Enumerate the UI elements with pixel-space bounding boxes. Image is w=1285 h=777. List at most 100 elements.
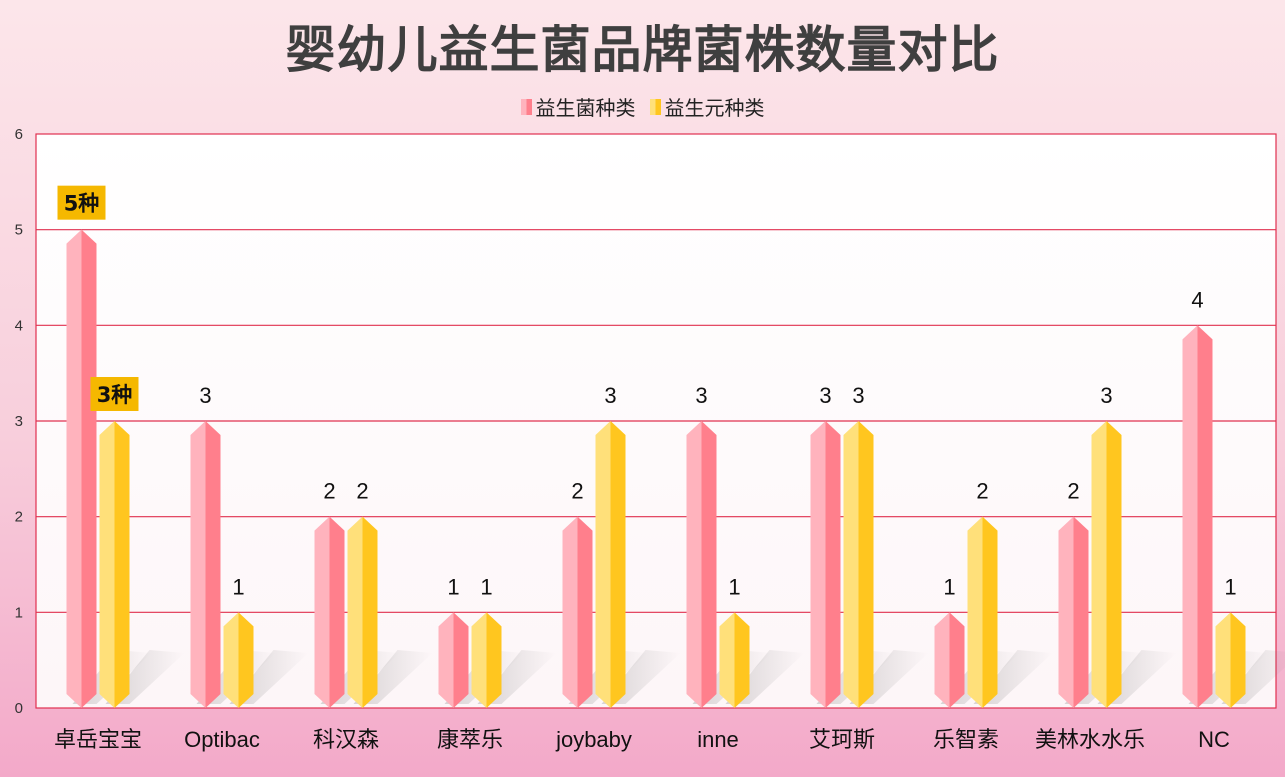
bar-face-left: [686, 421, 702, 708]
x-tick-label: NC: [1198, 727, 1230, 752]
bar-face-left: [562, 516, 578, 708]
bar-face-left: [810, 421, 826, 708]
y-tick-label: 3: [15, 413, 23, 430]
callout-text: 5种: [64, 192, 100, 216]
chart-title: 婴幼儿益生菌品牌菌株数量对比: [285, 20, 1000, 79]
bar-face-right: [701, 421, 717, 708]
bar-face-left: [190, 421, 206, 708]
bar-face-left: [719, 612, 735, 708]
bar-face-left: [934, 612, 950, 708]
y-tick-label: 6: [15, 126, 23, 143]
bar-face-right: [1073, 516, 1089, 708]
data-label: 2: [976, 479, 988, 504]
bar-face-left: [1182, 325, 1198, 708]
callout-box: [90, 377, 139, 411]
bar-face-left: [438, 612, 454, 708]
data-label: 3: [604, 383, 616, 408]
bar-probiotic: [66, 229, 152, 708]
x-tick-label: 美林水水乐: [1035, 727, 1145, 752]
bar-face-right: [1197, 325, 1213, 708]
bar-prebiotic: [1215, 612, 1285, 708]
y-tick-label: 4: [15, 317, 23, 334]
data-label: 1: [728, 574, 740, 599]
bar-face-left: [1091, 421, 1107, 708]
legend-item-prebiotic: 益生元种类: [649, 92, 765, 121]
bar-face-right: [982, 516, 998, 708]
callout-label: 3种: [90, 377, 139, 411]
data-label: 1: [480, 574, 492, 599]
bar-face-left: [595, 421, 611, 708]
data-label: 2: [571, 479, 583, 504]
y-tick-label: 2: [15, 509, 23, 526]
bar-face-right: [734, 612, 750, 708]
data-label: 2: [1067, 479, 1079, 504]
bar-face-left: [223, 612, 239, 708]
callout-label: 5种: [57, 185, 106, 220]
bar-face-left: [1215, 612, 1231, 708]
y-tick-label: 1: [15, 604, 23, 621]
data-label: 3: [819, 383, 831, 408]
data-label: 2: [323, 479, 335, 504]
bar-face-left: [1058, 516, 1074, 708]
legend-swatch-prebiotic: [649, 98, 661, 115]
x-tick-label: 康萃乐: [437, 727, 503, 752]
legend-item-probiotic: 益生菌种类: [520, 92, 636, 121]
bar-face-right: [1230, 612, 1246, 708]
legend: 益生菌种类 益生元种类: [0, 92, 1285, 121]
bar-prebiotic: [99, 421, 185, 708]
y-tick-label: 5: [15, 222, 23, 239]
data-label: 4: [1191, 287, 1203, 312]
x-tick-label: Optibac: [184, 727, 260, 752]
data-label: 3: [199, 383, 211, 408]
bar-prebiotic: [967, 516, 1053, 708]
bar-probiotic: [190, 421, 276, 708]
bar-probiotic: [1058, 516, 1144, 708]
bar-face-right: [486, 612, 502, 708]
bar-face-left: [967, 516, 983, 708]
bar-probiotic: [1182, 325, 1268, 708]
bar-prebiotic: [1091, 421, 1177, 708]
bar-face-right: [610, 421, 626, 708]
bar-face-left: [99, 421, 115, 708]
data-label: 1: [1224, 574, 1236, 599]
data-label: 3: [695, 383, 707, 408]
bar-face-right: [1106, 421, 1122, 708]
bar-prebiotic: [223, 612, 309, 708]
callout-text: 3种: [97, 383, 133, 407]
bar-face-left: [66, 229, 82, 708]
bar-face-left: [347, 516, 363, 708]
callout-box: [57, 185, 106, 220]
bar-prebiotic: [719, 612, 805, 708]
legend-swatch-probiotic: [520, 98, 532, 115]
bar-face-right: [81, 229, 97, 708]
data-label: 1: [943, 574, 955, 599]
legend-label-prebiotic: 益生元种类: [664, 96, 765, 120]
bar-prebiotic: [471, 612, 557, 708]
data-label: 3: [1100, 383, 1112, 408]
bar-face-right: [329, 516, 345, 708]
x-tick-label: inne: [697, 727, 739, 752]
bar-face-right: [238, 612, 254, 708]
y-tick-label: 0: [15, 700, 23, 717]
bar-face-right: [114, 421, 130, 708]
bar-face-right: [577, 516, 593, 708]
bar-probiotic: [686, 421, 772, 708]
bar-prebiotic: [347, 516, 433, 708]
data-label: 3: [852, 383, 864, 408]
data-label: 1: [232, 574, 244, 599]
bar-face-right: [205, 421, 221, 708]
legend-label-probiotic: 益生菌种类: [535, 96, 636, 120]
bar-face-right: [825, 421, 841, 708]
bar-face-right: [858, 421, 874, 708]
bar-face-right: [362, 516, 378, 708]
bar-prebiotic: [595, 421, 681, 708]
data-label: 1: [447, 574, 459, 599]
bar-face-left: [471, 612, 487, 708]
bar-face-left: [843, 421, 859, 708]
x-tick-label: 乐智素: [933, 727, 999, 752]
bar-face-left: [314, 516, 330, 708]
bar-face-right: [453, 612, 469, 708]
bar-prebiotic: [843, 421, 929, 708]
x-tick-label: 艾珂斯: [809, 727, 875, 752]
